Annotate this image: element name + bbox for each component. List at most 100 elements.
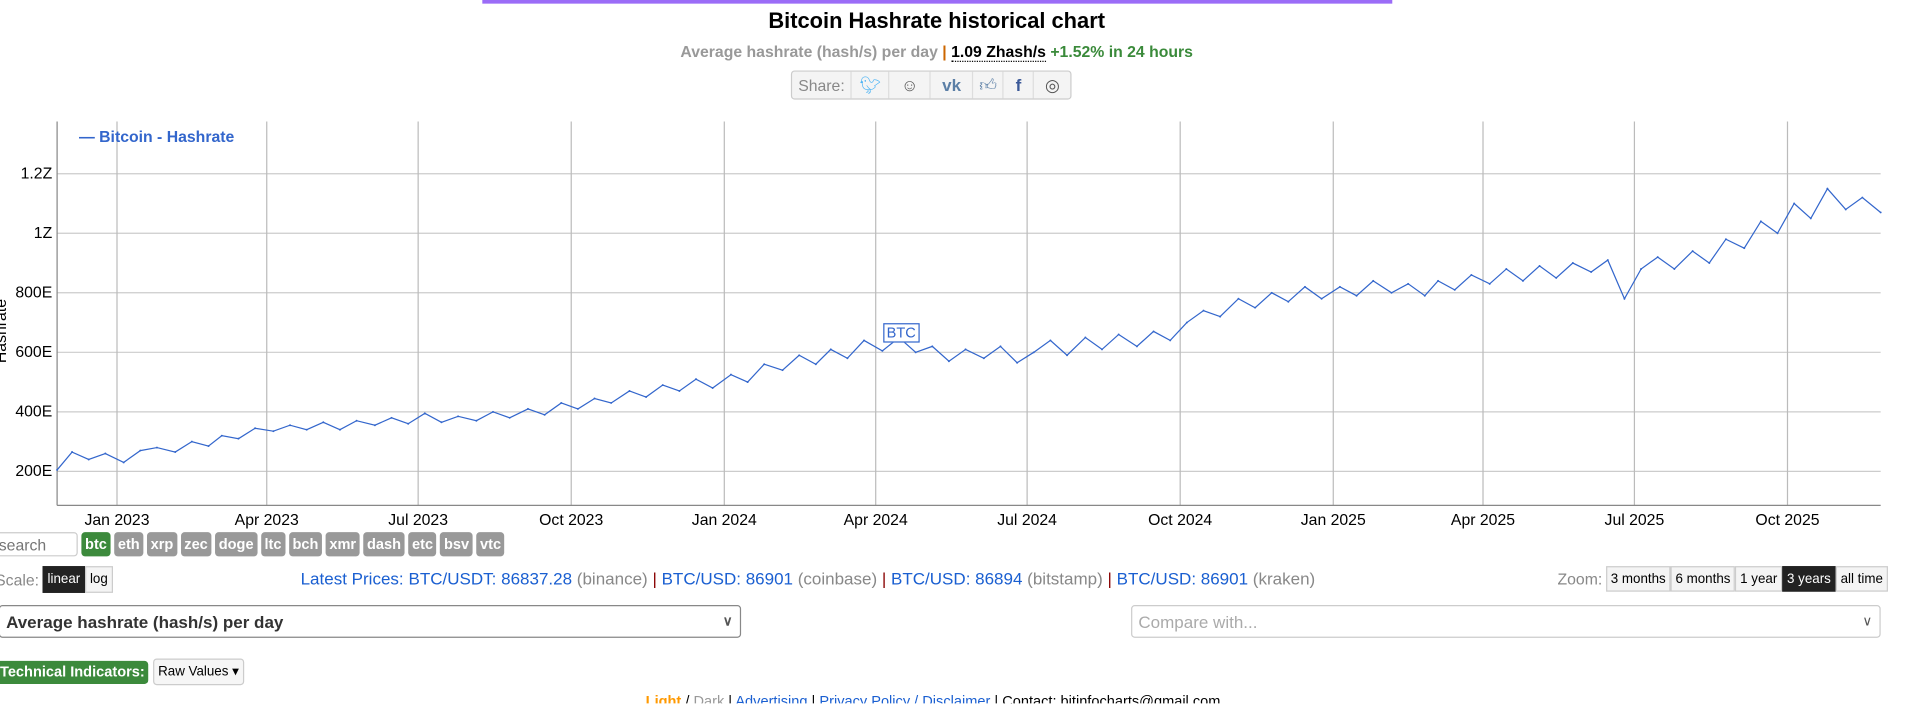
reddit-icon[interactable]: ☺ (888, 71, 929, 99)
data-point (729, 373, 732, 376)
data-point (1202, 309, 1205, 312)
facebook-icon[interactable]: f (1002, 71, 1033, 99)
price-link[interactable]: BTC/USD: 86894 (891, 568, 1023, 589)
raw-values-dropdown[interactable]: Raw Values ▾ (153, 658, 244, 686)
data-point (155, 446, 158, 449)
scale-label: Scale: (0, 570, 40, 589)
data-point (1453, 288, 1456, 291)
data-point (1390, 291, 1393, 294)
prices-label: Latest Prices: (300, 568, 404, 589)
data-point (305, 428, 308, 431)
latest-prices: Latest Prices: BTC/USDT: 86837.28 (binanc… (0, 569, 1616, 588)
coin-button-etc[interactable]: etc (408, 532, 437, 557)
x-tick-label: Jul 2024 (997, 510, 1057, 529)
zoom-1-year-button[interactable]: 1 year (1735, 566, 1783, 592)
x-tick-label: Apr 2023 (234, 510, 299, 529)
coin-search-input[interactable] (0, 532, 78, 557)
y-tick-label: 600E (15, 342, 53, 361)
data-point (1470, 273, 1473, 276)
weibo-icon[interactable]: ◎ (1033, 71, 1071, 99)
zoom-all-time-button[interactable]: all time (1835, 566, 1888, 592)
data-point (1320, 297, 1323, 300)
chart-legend[interactable]: — Bitcoin - Hashrate (78, 127, 235, 146)
advertising-link[interactable]: Advertising (735, 692, 808, 704)
data-point (1844, 208, 1847, 211)
metric-select-value: Average hashrate (hash/s) per day (6, 612, 284, 632)
coin-button-btc[interactable]: btc (81, 532, 111, 557)
twitter-icon[interactable]: 🐦︎ (850, 71, 889, 99)
metric-select[interactable]: Average hashrate (hash/s) per day ∨ (0, 605, 742, 638)
x-tick-label: Oct 2023 (539, 510, 604, 529)
data-point (104, 452, 107, 455)
data-point (947, 360, 950, 363)
compare-select[interactable]: Compare with... ∨ (1131, 605, 1881, 638)
theme-light-link[interactable]: Light (645, 692, 682, 704)
data-point (237, 437, 240, 440)
x-tick-label: Apr 2025 (1450, 510, 1516, 529)
coin-button-doge[interactable]: doge (215, 532, 258, 557)
y-tick-label: 800E (15, 283, 53, 302)
separator: | (942, 42, 947, 61)
metric-label: Average hashrate (hash/s) per day (680, 42, 938, 61)
vk-icon[interactable]: vk (929, 71, 973, 99)
price-link[interactable]: BTC/USD: 86901 (1116, 568, 1249, 589)
x-tick-label: Jul 2023 (388, 510, 448, 529)
data-point (1101, 348, 1103, 351)
coin-button-bch[interactable]: bch (288, 532, 323, 557)
btc-annotation-flag[interactable]: BTC (883, 323, 920, 343)
coin-button-ltc[interactable]: ltc (260, 532, 286, 557)
coin-button-zec[interactable]: zec (180, 532, 212, 557)
data-point (1287, 300, 1290, 303)
x-tick-label: Oct 2024 (1148, 510, 1213, 529)
data-point (508, 416, 511, 419)
data-point (1538, 265, 1541, 267)
data-point (139, 449, 142, 452)
zoom-6-months-button[interactable]: 6 months (1670, 566, 1736, 592)
coin-button-vtc[interactable]: vtc (476, 532, 505, 557)
data-point (1338, 285, 1341, 288)
theme-dark-link[interactable]: Dark (693, 692, 725, 704)
data-point (272, 430, 275, 433)
coin-button-xmr[interactable]: xmr (325, 532, 360, 557)
coin-button-eth[interactable]: eth (114, 532, 144, 557)
data-point (122, 461, 125, 464)
data-point (1254, 306, 1257, 309)
coin-button-dash[interactable]: dash (363, 532, 405, 557)
hashrate-chart[interactable] (0, 115, 1905, 528)
zoom-3-years-button[interactable]: 3 years (1782, 566, 1836, 592)
data-point (576, 407, 579, 410)
zoom-3-months-button[interactable]: 3 months (1605, 566, 1671, 592)
like-icon[interactable]: 👍︎ (972, 71, 1002, 99)
price-exchange: (binance) (576, 568, 648, 589)
price-exchange: (coinbase) (797, 568, 878, 589)
data-point (1355, 294, 1358, 297)
data-point (1759, 220, 1762, 223)
data-point (645, 395, 648, 398)
data-point (999, 345, 1002, 348)
data-point (1135, 345, 1138, 348)
data-point (1152, 330, 1155, 333)
coin-button-bsv[interactable]: bsv (440, 532, 473, 557)
privacy-link[interactable]: Privacy Policy / Disclaimer (819, 692, 991, 704)
data-point (1437, 279, 1440, 282)
data-point (1304, 285, 1306, 288)
coin-button-xrp[interactable]: xrp (147, 532, 177, 557)
data-point (207, 445, 210, 448)
data-point (1708, 262, 1711, 264)
data-point (1673, 268, 1676, 270)
scale-log-button[interactable]: log (85, 566, 113, 593)
current-value: 1.09 Zhash/s (951, 42, 1046, 62)
data-point (190, 440, 193, 443)
price-separator: | (1102, 568, 1117, 589)
data-point (1691, 250, 1694, 253)
top-banner (482, 0, 1393, 4)
zoom-label: Zoom: (1557, 569, 1603, 589)
compare-select-placeholder: Compare with... (1138, 612, 1258, 632)
data-point (829, 348, 832, 351)
y-tick-label: 1Z (33, 223, 53, 242)
price-link[interactable]: BTC/USDT: 86837.28 (408, 568, 573, 589)
price-link[interactable]: BTC/USD: 86901 (661, 568, 794, 589)
scale-linear-button[interactable]: linear (42, 566, 86, 593)
data-point (1640, 268, 1643, 270)
